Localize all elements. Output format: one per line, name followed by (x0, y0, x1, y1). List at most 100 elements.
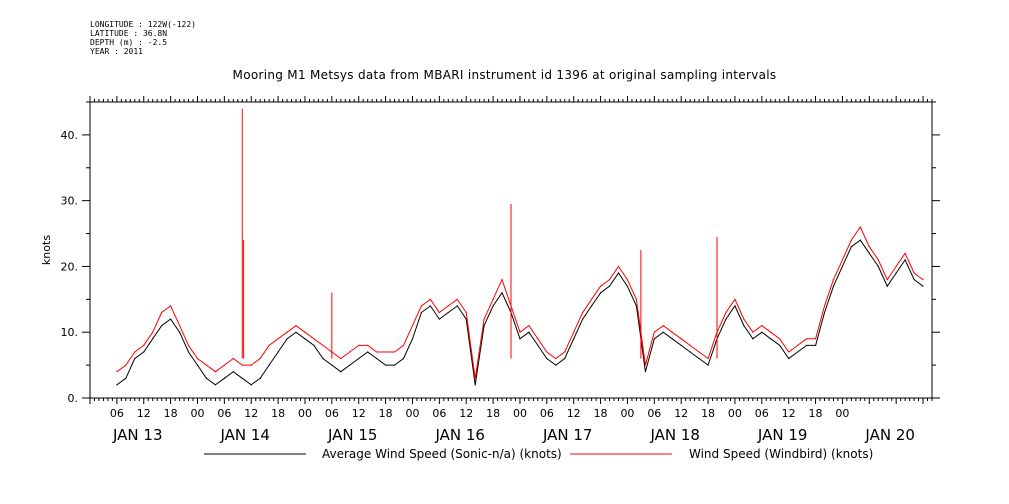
point-windbird-wind (752, 331, 754, 333)
point-windbird-wind (384, 351, 387, 353)
point-average-wind (573, 338, 575, 340)
point-average-wind (474, 384, 476, 386)
point-average-wind (152, 338, 154, 340)
point-average-wind (707, 364, 709, 366)
point-average-wind (868, 252, 870, 254)
point-average-wind (438, 318, 440, 320)
x-tick-label: 00 (513, 407, 527, 420)
point-average-wind (232, 371, 234, 373)
point-windbird-wind (555, 357, 557, 360)
x-tick-label: 18 (594, 407, 608, 420)
point-windbird-wind (116, 371, 118, 373)
point-average-wind (743, 325, 745, 327)
x-tick-label: 12 (137, 407, 151, 420)
point-windbird-wind (402, 344, 405, 346)
point-windbird-wind (582, 311, 584, 314)
point-windbird-wind (913, 272, 915, 274)
point-average-wind (241, 377, 243, 379)
point-windbird-wind (877, 259, 879, 261)
point-windbird-wind (367, 344, 369, 346)
meta-longitude: LONGITUDE : 122W(-122) (90, 20, 196, 29)
point-windbird-wind (653, 331, 655, 333)
point-average-wind (877, 265, 879, 268)
point-average-wind (913, 279, 915, 281)
point-windbird-wind (537, 338, 539, 340)
point-windbird-wind (286, 331, 288, 333)
point-windbird-wind (376, 351, 378, 353)
x-tick-label: 12 (352, 407, 366, 420)
x-tick-label: 18 (486, 407, 500, 420)
point-average-wind (250, 384, 252, 386)
point-average-wind (125, 377, 127, 379)
x-day-label: JAN 18 (649, 426, 700, 444)
point-average-wind (492, 305, 494, 307)
point-average-wind (832, 285, 835, 287)
point-average-wind (725, 318, 727, 320)
meta-latitude: LATITUDE : 36.8N (90, 29, 168, 38)
point-average-wind (465, 318, 467, 320)
point-windbird-wind (447, 305, 449, 307)
y-tick-label: 10. (61, 326, 79, 339)
point-average-wind (214, 384, 217, 386)
x-tick-label: 18 (809, 407, 823, 420)
point-windbird-wind (725, 311, 727, 314)
x-tick-label: 06 (540, 407, 554, 420)
point-windbird-wind (761, 325, 763, 327)
point-windbird-wind (850, 239, 852, 241)
x-tick-label: 12 (459, 407, 473, 420)
point-average-wind (850, 246, 852, 248)
point-average-wind (546, 357, 548, 360)
point-windbird-wind (125, 364, 127, 366)
point-average-wind (662, 331, 664, 333)
labels-layer: 0. 10. 20. 30. 40. knots 06 12 18 00 06 12 18 00 06 12 1… (40, 129, 915, 444)
x-tick-label: 12 (244, 407, 258, 420)
point-windbird-wind (170, 305, 172, 307)
point-windbird-wind (841, 259, 844, 261)
series-windbird-wind-speed (116, 225, 924, 379)
point-average-wind (770, 338, 772, 340)
point-windbird-wind (599, 285, 602, 287)
point-windbird-wind (797, 344, 799, 346)
point-average-wind (384, 364, 387, 366)
x-day-label: JAN 14 (219, 426, 270, 444)
point-average-wind (635, 305, 638, 307)
point-windbird-wind (608, 279, 611, 281)
point-windbird-wind (456, 298, 458, 300)
point-windbird-wind (313, 338, 315, 340)
point-average-wind (814, 344, 817, 346)
series-layer (116, 108, 924, 386)
point-average-wind (501, 292, 503, 294)
point-windbird-wind (868, 246, 870, 248)
point-average-wind (161, 325, 163, 327)
point-average-wind (671, 338, 673, 340)
x-tick-label: 18 (164, 407, 178, 420)
point-average-wind (411, 338, 414, 340)
point-average-wind (895, 272, 897, 274)
point-windbird-wind (698, 351, 700, 353)
point-windbird-wind (232, 357, 234, 360)
point-windbird-wind (241, 364, 243, 366)
point-windbird-wind (205, 364, 208, 366)
point-average-wind (904, 259, 906, 261)
point-average-wind (340, 371, 342, 373)
point-average-wind (779, 344, 781, 346)
point-windbird-wind (349, 351, 351, 353)
point-average-wind (367, 351, 369, 353)
point-average-wind (429, 305, 431, 307)
x-tick-label: 18 (701, 407, 715, 420)
point-average-wind (644, 371, 646, 373)
point-average-wind (528, 331, 530, 333)
x-tick-label: 00 (405, 407, 419, 420)
x-tick-label: 06 (647, 407, 661, 420)
point-windbird-wind (304, 331, 306, 333)
point-average-wind (393, 364, 396, 366)
x-day-label: JAN 19 (757, 426, 808, 444)
x-tick-label: 06 (110, 407, 124, 420)
x-day-label: JAN 13 (112, 426, 163, 444)
meta-year: YEAR : 2011 (90, 47, 143, 56)
x-day-label: JAN 15 (327, 426, 378, 444)
x-tick-label: 00 (728, 407, 742, 420)
point-average-wind (537, 344, 539, 346)
y-tick-label: 0. (68, 392, 79, 405)
point-average-wind (859, 239, 861, 241)
